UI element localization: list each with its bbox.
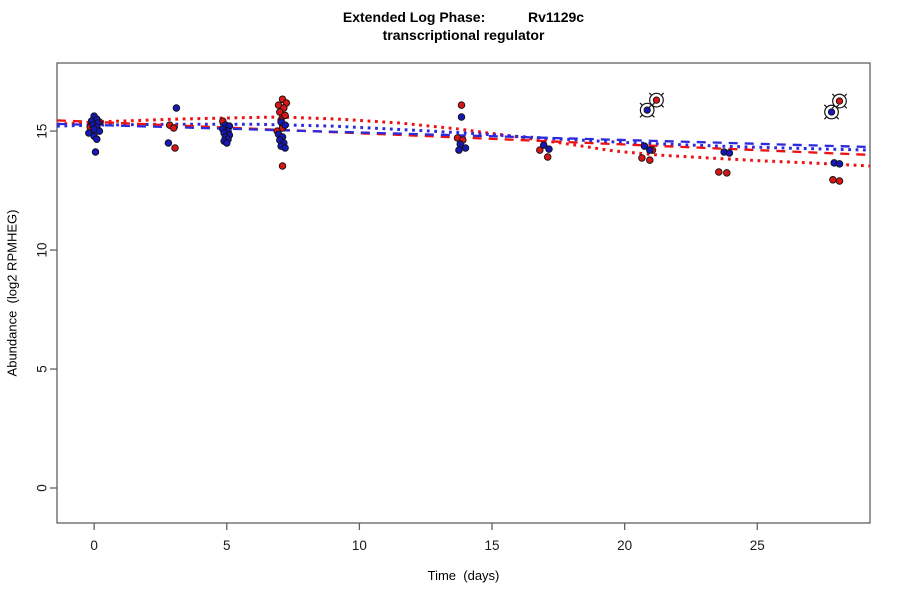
y-tick-label: 5 bbox=[35, 365, 50, 373]
red-point bbox=[457, 101, 466, 109]
red-point bbox=[278, 162, 287, 170]
x-tick-label: 15 bbox=[484, 538, 499, 553]
blue-point bbox=[93, 135, 101, 143]
red-point bbox=[169, 124, 178, 132]
blue-point bbox=[281, 144, 289, 152]
blue-dashed-fit bbox=[56, 122, 871, 149]
x-tick-label: 0 bbox=[90, 538, 98, 553]
red-point bbox=[829, 176, 837, 184]
red-point bbox=[536, 146, 544, 154]
x-tick-label: 10 bbox=[352, 538, 367, 553]
y-tick-label: 0 bbox=[35, 484, 50, 492]
blue-point bbox=[91, 148, 100, 156]
x-tick-label: 20 bbox=[617, 538, 632, 553]
blue-point bbox=[461, 144, 470, 152]
blue-point bbox=[545, 145, 553, 153]
x-tick-label: 25 bbox=[750, 538, 765, 553]
y-tick-label: 15 bbox=[35, 124, 50, 139]
x-tick-label: 5 bbox=[223, 538, 231, 553]
blue-point bbox=[539, 141, 548, 149]
blue-point bbox=[95, 127, 104, 135]
x-axis-title: Time (days) bbox=[427, 568, 500, 583]
y-axis-title: Abundance (log2 RPMHEG) bbox=[4, 209, 20, 377]
blue-circled-point bbox=[639, 102, 655, 118]
red-point bbox=[171, 144, 179, 152]
red-point bbox=[638, 154, 646, 162]
red-point bbox=[715, 168, 723, 176]
red-circled-point bbox=[831, 93, 848, 109]
blue-point bbox=[172, 104, 181, 112]
red-point bbox=[723, 169, 731, 177]
blue-point bbox=[640, 142, 649, 150]
blue-point bbox=[223, 139, 231, 147]
blue-point bbox=[835, 160, 844, 168]
red-point bbox=[281, 111, 289, 120]
blue-point bbox=[455, 146, 463, 154]
blue-point bbox=[725, 149, 734, 157]
blue-point bbox=[646, 146, 654, 154]
blue-point bbox=[164, 139, 173, 147]
chart-title-line-2: transcriptional regulator bbox=[382, 27, 545, 43]
y-tick-label: 10 bbox=[35, 243, 50, 258]
red-point bbox=[276, 108, 284, 116]
red-circled-point bbox=[648, 92, 665, 108]
blue-point bbox=[281, 121, 289, 129]
red-point bbox=[543, 153, 552, 161]
blue-point bbox=[457, 113, 466, 121]
red-point bbox=[646, 156, 654, 164]
chart-title-line-1: Extended Log Phase: Rv1129c bbox=[342, 9, 585, 25]
blue-circled-point bbox=[823, 104, 840, 120]
red-point bbox=[835, 177, 844, 185]
red-dotted-fit bbox=[56, 115, 871, 168]
plot-box bbox=[56, 62, 871, 524]
